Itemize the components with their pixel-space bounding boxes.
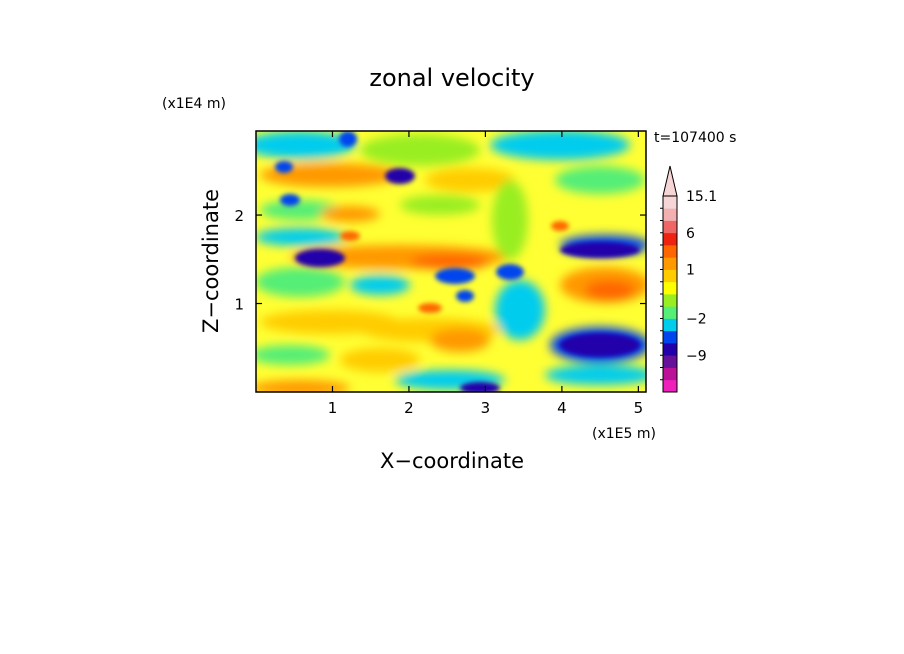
- x-tick-label: 2: [404, 399, 414, 417]
- colorbar-swatch: [663, 281, 677, 295]
- y-tick-label: 1: [234, 296, 244, 314]
- y-scale-label: (x1E4 m): [162, 96, 226, 112]
- x-axis-label: X−coordinate: [380, 449, 524, 473]
- colorbar-swatch: [663, 367, 677, 381]
- x-scale-label: (x1E5 m): [592, 426, 656, 442]
- colorbar-tick-label: 1: [686, 263, 695, 279]
- axes: 1 2 3 4 5 1 2: [234, 131, 646, 417]
- colorbar-swatch: [663, 220, 677, 234]
- colorbar-tick-label: −9: [686, 348, 707, 364]
- colorbar-tick-label: −2: [686, 312, 707, 328]
- colorbar-extend-arrow: [662, 165, 678, 197]
- colorbar-swatch: [663, 343, 677, 356]
- colorbar: 15.1 6 1 −2 −9: [660, 165, 717, 393]
- colorbar-tick-label: 6: [686, 226, 695, 242]
- colorbar-swatch: [663, 330, 677, 344]
- colorbar-swatch: [663, 306, 677, 319]
- colorbar-swatch: [663, 318, 677, 332]
- y-axis-label: Z−coordinate: [199, 189, 223, 333]
- colorbar-swatch: [663, 196, 677, 209]
- colorbar-swatch: [663, 208, 677, 221]
- colorbar-tick-label: 15.1: [686, 189, 717, 205]
- colorbar-swatch: [663, 294, 677, 307]
- plot-frame: [255, 130, 647, 393]
- time-label: t=107400 s: [654, 130, 736, 146]
- x-tick-label: 3: [481, 399, 491, 417]
- heatmap-field: [256, 131, 646, 392]
- colorbar-swatch: [663, 379, 677, 393]
- colorbar-swatch: [663, 269, 677, 283]
- x-tick-label: 5: [634, 399, 644, 417]
- colorbar-swatch: [663, 232, 677, 246]
- chart-title: zonal velocity: [369, 64, 534, 92]
- x-tick-label: 1: [328, 399, 338, 417]
- x-tick-label: 4: [557, 399, 567, 417]
- colorbar-swatch: [663, 257, 677, 270]
- colorbar-swatch: [663, 355, 677, 368]
- y-tick-label: 2: [234, 207, 244, 225]
- colorbar-swatch: [663, 245, 677, 258]
